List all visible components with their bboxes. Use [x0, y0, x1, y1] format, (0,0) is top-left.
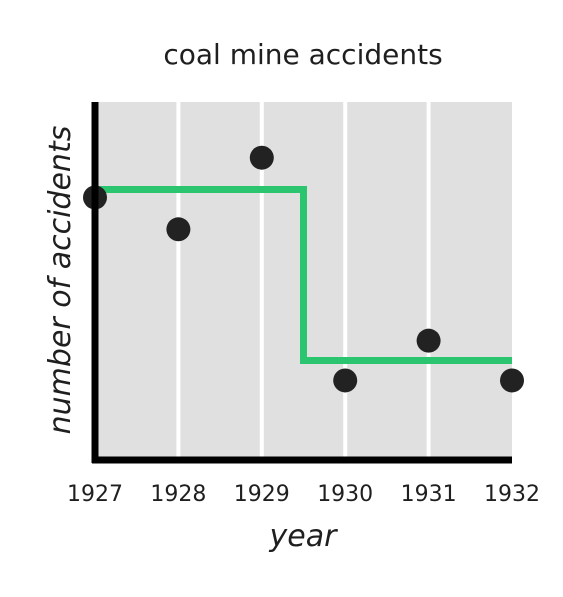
data-point-1932: [500, 368, 524, 393]
x-tick-label-1930: 1930: [317, 482, 373, 507]
x-axis-label: year: [269, 519, 339, 554]
data-point-1928: [166, 217, 191, 242]
step-line: [95, 186, 512, 365]
x-tick-label-1927: 1927: [67, 482, 123, 507]
data-point-1931: [416, 328, 441, 353]
points-layer: [83, 145, 524, 393]
x-tick-label-1928: 1928: [150, 482, 206, 507]
y-axis-label: number of accidents: [43, 126, 78, 435]
step-line-layer: [95, 186, 512, 365]
x-tick-label-1931: 1931: [401, 482, 457, 507]
data-point-1929: [249, 145, 274, 170]
x-tick-label-1932: 1932: [484, 482, 540, 507]
x-tick-labels: 1927 1928 1929 1930 1931 1932: [67, 482, 540, 507]
data-point-1930: [333, 368, 358, 393]
x-tick-label-1929: 1929: [234, 482, 290, 507]
chart-title: coal mine accidents: [163, 38, 442, 71]
